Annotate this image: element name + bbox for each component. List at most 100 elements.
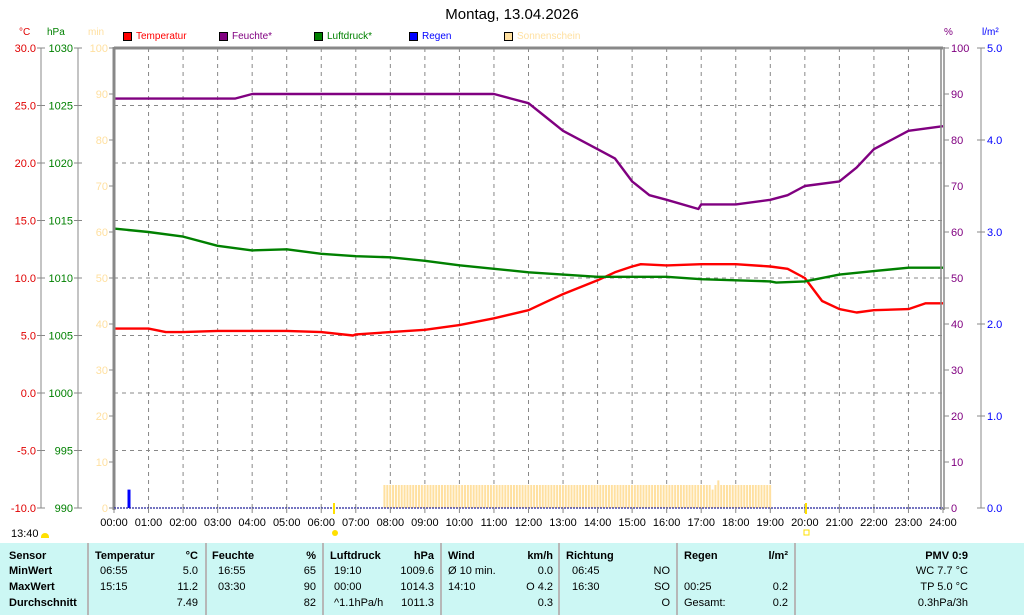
svg-text:22:00: 22:00 [860,517,888,529]
svg-text:10:00: 10:00 [446,517,474,529]
stat-hum-val: 90 [303,581,316,593]
svg-text:5.0: 5.0 [987,43,1002,55]
svg-text:2.0: 2.0 [987,319,1002,331]
svg-text:13:00: 13:00 [549,517,577,529]
stat-extra: TP 5.0 °C [920,581,968,593]
legend-item-sonnenschein: Sonnenschein [504,31,580,42]
divider [440,543,442,615]
svg-text:06:00: 06:00 [307,517,335,529]
svg-text:70: 70 [951,181,963,193]
legend-label: Regen [422,31,452,42]
legend-label: Feuchte* [232,31,273,42]
divider [87,543,89,615]
header-wind: Wind [448,550,475,562]
humidity-unit-label: % [944,27,953,38]
header-feuchte: Feuchte [212,550,255,562]
current-time: 13:40 [11,528,49,540]
sun-unit-label: min [88,27,105,38]
header-pmv: PMV 0:9 [925,550,968,562]
stat-press-val: 1009.6 [400,565,434,577]
stat-temp-val: 11.2 [177,581,198,593]
header-regen: Regen [684,550,718,562]
divider [794,543,796,615]
stat-wind-val: O 4.2 [526,581,553,593]
stat-hum-time: 03:30 [218,581,246,593]
stat-rain-label: Gesamt: [684,597,726,609]
svg-text:18:00: 18:00 [722,517,750,529]
legend-swatch-icon [123,32,132,41]
divider [205,543,207,615]
svg-text:-5.0: -5.0 [17,446,36,458]
legend-label: Sonnenschein [517,31,581,42]
svg-text:1030: 1030 [49,43,73,55]
svg-text:03:00: 03:00 [204,517,232,529]
svg-text:20: 20 [96,411,108,423]
svg-text:1015: 1015 [49,216,73,228]
svg-text:10: 10 [96,457,108,469]
svg-text:0.0: 0.0 [987,503,1002,515]
stat-dir-val: O [661,597,670,609]
svg-text:02:00: 02:00 [169,517,197,529]
svg-text:20:00: 20:00 [791,517,819,529]
stats-panel: Sensor Temperatur °C Feuchte % Luftdruck… [0,543,1024,615]
svg-text:01:00: 01:00 [135,517,163,529]
stat-dir-time: 16:30 [572,581,600,593]
svg-text:60: 60 [96,227,108,239]
legend-item-temperatur: Temperatur [123,31,187,42]
stat-press-val: 1014.3 [400,581,434,593]
svg-text:1025: 1025 [49,101,73,113]
svg-text:5.0: 5.0 [21,331,36,343]
stat-press-time: ^1.1hPa/h [334,597,384,609]
legend-swatch-icon [314,32,323,41]
stat-dir-val: NO [653,565,671,577]
svg-text:3.0: 3.0 [987,227,1002,239]
cloud-sun-icon [40,533,49,538]
svg-text:90: 90 [951,89,963,101]
header-temp-unit: °C [185,550,198,562]
divider [322,543,324,615]
rain-bars [127,489,131,508]
legend-label: Temperatur [136,31,187,42]
svg-text:1.0: 1.0 [987,411,1002,423]
svg-text:04:00: 04:00 [238,517,266,529]
svg-text:20: 20 [951,411,963,423]
svg-text:80: 80 [96,135,108,147]
svg-text:100: 100 [90,43,108,55]
stat-rain-val: 0.2 [772,581,788,593]
stat-temp-time: 15:15 [100,581,128,593]
rain-unit-label: l/m² [982,27,999,38]
sunshine-bars [383,480,772,508]
svg-text:23:00: 23:00 [895,517,923,529]
svg-text:-10.0: -10.0 [11,503,36,515]
svg-text:24:00: 24:00 [929,517,957,529]
svg-text:40: 40 [951,319,963,331]
series-lines [113,92,944,337]
svg-text:1020: 1020 [49,158,73,170]
legend-label: Luftdruck* [327,31,373,42]
svg-text:15:00: 15:00 [618,517,646,529]
temp-unit-label: °C [19,27,31,38]
svg-text:50: 50 [951,273,963,285]
svg-text:19:00: 19:00 [757,517,785,529]
stat-dir-val: SO [654,581,670,593]
svg-text:100: 100 [951,43,969,55]
chart-title: Montag, 13.04.2026 [445,6,579,23]
stat-hum-val: 65 [303,565,316,577]
svg-text:1005: 1005 [49,331,73,343]
stat-label: Durchschnitt [9,597,77,609]
divider [676,543,678,615]
header-temperatur: Temperatur [95,550,155,562]
svg-text:50: 50 [96,273,108,285]
stat-wind-val: 0.0 [537,565,553,577]
svg-text:30: 30 [951,365,963,377]
svg-text:70: 70 [96,181,108,193]
legend-item-feuchte: Feuchte* [219,31,272,42]
svg-text:00:00: 00:00 [100,517,128,529]
stat-label: MaxWert [9,581,55,593]
sunset-icon [803,529,810,536]
legend-item-luftdruck: Luftdruck* [314,31,372,42]
stat-press-time: 00:00 [334,581,362,593]
svg-text:05:00: 05:00 [273,517,301,529]
header-press-unit: hPa [413,550,434,562]
stat-temp-val: 5.0 [182,565,198,577]
